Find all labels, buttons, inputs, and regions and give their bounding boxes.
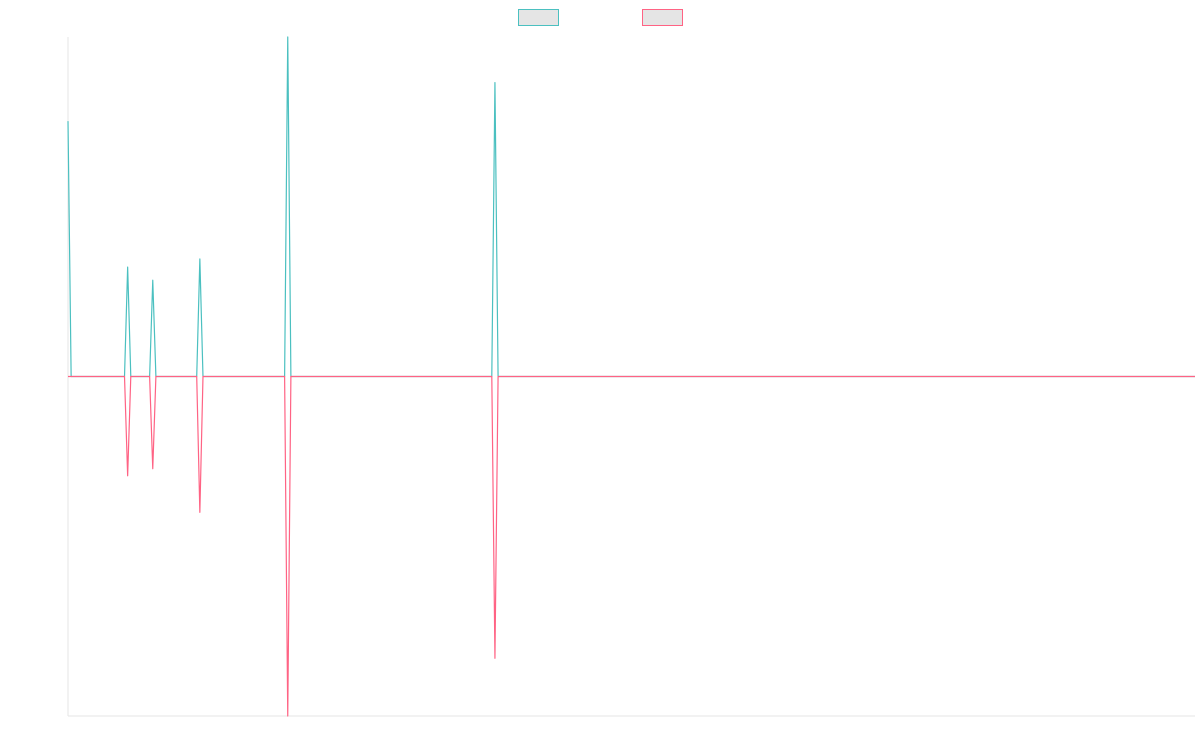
legend-swatch-2 <box>642 9 683 26</box>
chart-legend <box>518 9 683 26</box>
plot-area <box>67 36 1195 717</box>
series-line-2 <box>68 375 1195 717</box>
legend-swatch-1 <box>518 9 559 26</box>
series-line-1 <box>67 36 1195 378</box>
